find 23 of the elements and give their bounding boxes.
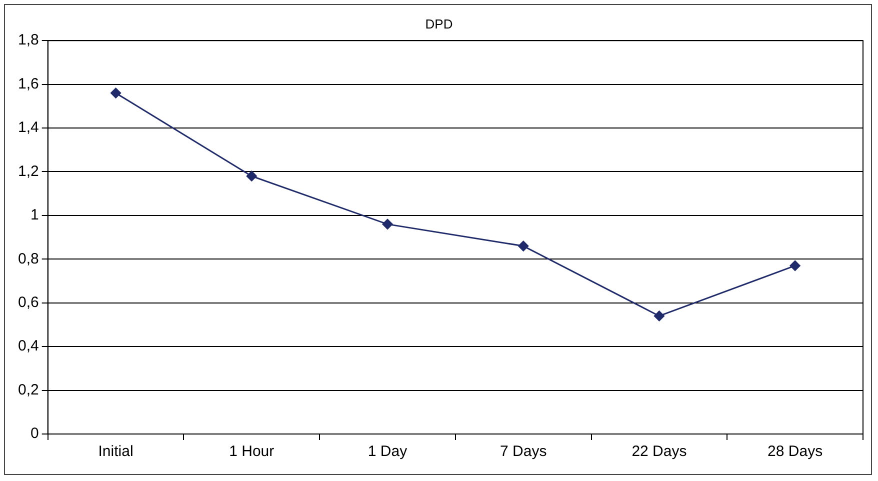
x-tick-label: 28 Days [768, 443, 823, 460]
y-tick-label: 0 [30, 425, 39, 442]
y-tick-label: 0,8 [18, 250, 39, 268]
y-tick-label: 1,8 [18, 32, 39, 49]
y-tick-label: 0,6 [18, 294, 39, 312]
x-tick-label: 1 Hour [229, 443, 274, 460]
point [654, 310, 664, 322]
x-tick-label: 7 Days [500, 443, 547, 460]
y-tick-label: 0,4 [18, 338, 39, 355]
y-tick-label: 1,2 [18, 162, 39, 180]
point [110, 88, 122, 98]
y-tick-label: 1,4 [18, 119, 39, 136]
y-tick-label: 0,2 [18, 381, 39, 398]
point [518, 240, 529, 252]
point [246, 170, 257, 182]
x-tick-label: 22 Days [632, 443, 687, 460]
y-tick-label: 1 [30, 206, 39, 224]
chart-title: DPD [425, 16, 453, 32]
point [790, 260, 800, 271]
y-tick-label: 1,6 [18, 75, 39, 92]
x-tick-label: Initial [98, 443, 134, 460]
point [382, 218, 393, 230]
x-tick-label: 1 Day [368, 443, 408, 460]
